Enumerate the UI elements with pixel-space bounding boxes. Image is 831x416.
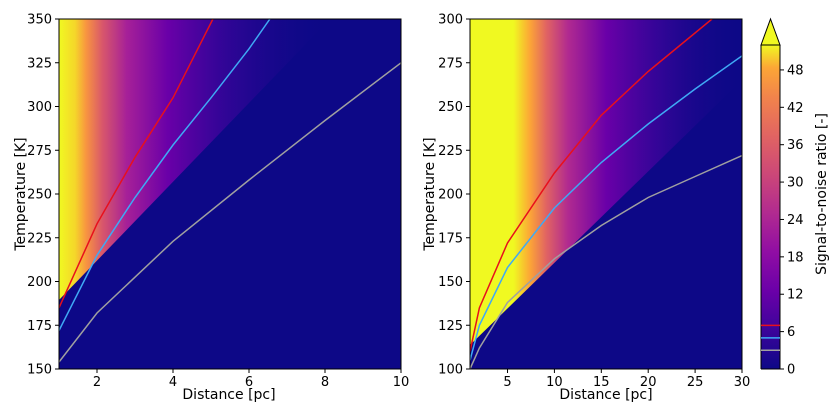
left-y-tick-label: 350 [27, 13, 52, 28]
left-y-tick-label: 275 [27, 144, 52, 159]
colorbar-tick-label: 48 [787, 63, 804, 78]
colorbar-tick-label: 12 [787, 288, 804, 303]
right-y-tick-label: 125 [438, 319, 463, 334]
colorbar-tick-label: 18 [787, 250, 804, 265]
right-y-tick-label: 200 [438, 188, 463, 203]
left-x-tick-label: 6 [245, 375, 253, 390]
left-y-tick-label: 150 [27, 363, 52, 378]
colorbar-tick-label: 30 [787, 176, 804, 191]
colorbar: 0 6 12 18 24 30 36 42 48 Signal-to-noise ratio [… [760, 17, 830, 378]
left-x-tick-label: 2 [93, 375, 101, 390]
right-x-tick-label: 20 [640, 375, 657, 390]
left-y-tick-label: 300 [27, 100, 52, 115]
right-heatmap-gradient [470, 19, 742, 345]
right-x-tick-label: 30 [734, 375, 751, 390]
left-contour-line-0 [59, 19, 214, 309]
left-x-tick-label: 4 [169, 375, 177, 390]
right-y-tick-label: 100 [438, 363, 463, 378]
left-y-tick-label: 225 [27, 231, 52, 246]
left-y-tick-label: 175 [27, 319, 52, 334]
right-y-tick-label: 150 [438, 275, 463, 290]
right-x-axis-label: Distance [pc] [559, 387, 652, 403]
colorbar-tick-label: 24 [787, 213, 804, 228]
right-x-tick-label: 25 [687, 375, 704, 390]
left-panel: 2 4 6 8 10 150 175 200 225 250 275 300 325 350 Distan… [13, 13, 409, 404]
right-y-tick-label: 250 [438, 100, 463, 115]
colorbar-tick-label: 6 [787, 325, 795, 340]
right-x-tick-label: 15 [593, 375, 610, 390]
right-x-tick-label: 10 [546, 375, 563, 390]
right-y-tick-label: 225 [438, 144, 463, 159]
right-panel: 5 10 15 20 25 30 100 125 150 175 200 225 250 275 300 D… [422, 13, 750, 404]
left-contour-line-1 [59, 19, 271, 331]
right-contour-line-0 [470, 19, 713, 352]
left-y-tick-label: 250 [27, 188, 52, 203]
colorbar-extend-arrow [760, 17, 781, 46]
right-y-tick-label: 300 [438, 13, 463, 28]
right-contour-line-2 [470, 154, 742, 369]
colorbar-label: Signal-to-noise ratio [-] [814, 113, 830, 275]
right-contour-line-1 [470, 55, 742, 361]
right-y-axis-label: Temperature [K] [422, 137, 438, 251]
colorbar-gradient [761, 45, 780, 369]
left-x-tick-label: 10 [393, 375, 410, 390]
right-y-tick-label: 275 [438, 56, 463, 71]
colorbar-tick-label: 42 [787, 101, 804, 116]
left-x-axis-label: Distance [pc] [182, 387, 275, 403]
colorbar-tick-label: 36 [787, 138, 804, 153]
right-y-tick-label: 175 [438, 231, 463, 246]
left-y-tick-label: 200 [27, 275, 52, 290]
left-contour-line-2 [59, 62, 401, 363]
right-x-tick-label: 5 [503, 375, 511, 390]
left-y-tick-label: 325 [27, 56, 52, 71]
colorbar-tick-label: 0 [787, 363, 795, 378]
left-x-tick-label: 8 [321, 375, 329, 390]
left-y-axis-label: Temperature [K] [13, 137, 29, 251]
left-heatmap-gradient [59, 19, 330, 300]
